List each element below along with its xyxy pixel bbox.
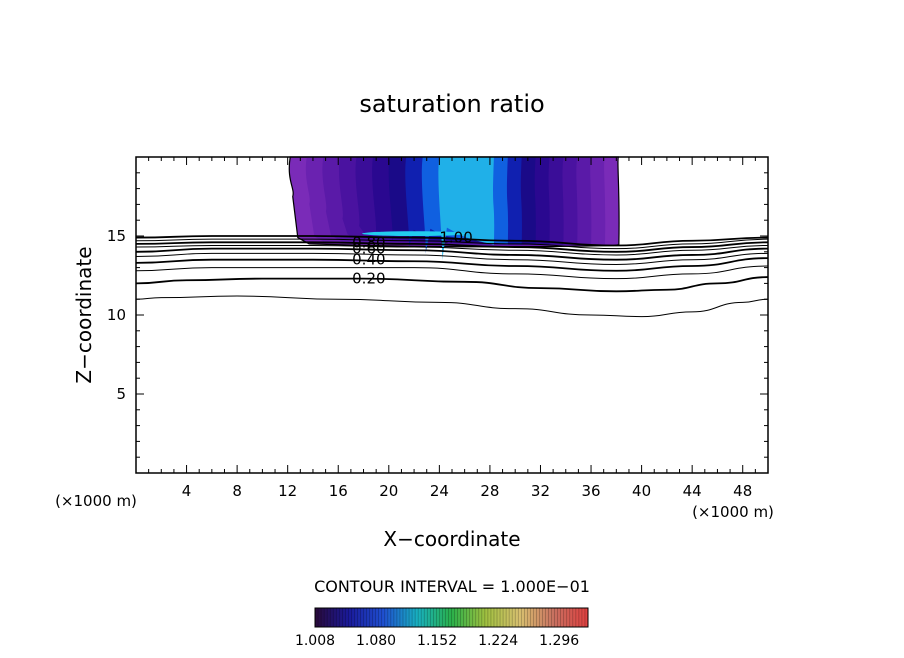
x-tick-label: 32: [531, 482, 550, 500]
x-tick-label: 12: [278, 482, 297, 500]
colorbar-tick-label: 1.152: [417, 633, 457, 649]
contour-line-0.3: [135, 265, 769, 280]
contour-lines: [135, 235, 769, 318]
chart-title: saturation ratio: [359, 90, 544, 118]
y-tick-label: 10: [107, 306, 126, 324]
x-tick-label: 8: [232, 482, 242, 500]
y-tick-label: 5: [116, 385, 126, 403]
x-unit-label: (×1000 m): [692, 503, 774, 521]
contour-label-1.00: 1.00: [439, 229, 472, 247]
colorbar-tick-label: 1.008: [295, 633, 335, 649]
contour-line-0.2: [135, 276, 769, 293]
contour-line-0.8: [135, 241, 769, 253]
x-tick-label: 20: [379, 482, 398, 500]
contour-line-0.1: [135, 295, 769, 318]
contour-label-0.40: 0.40: [352, 251, 385, 269]
colorbar-tick-label: 1.080: [356, 633, 396, 649]
x-tick-label: 28: [480, 482, 499, 500]
colorbar-tick-label: 1.224: [478, 633, 518, 649]
contour-line-1.0: [135, 235, 769, 247]
x-axis-title: X−coordinate: [383, 527, 520, 551]
contour-line-0.5: [135, 252, 769, 265]
x-tick-label: 36: [581, 482, 600, 500]
x-tick-label: 16: [329, 482, 348, 500]
contour-interval-label: CONTOUR INTERVAL = 1.000E−01: [314, 577, 590, 596]
contour-line-0.6: [135, 247, 769, 261]
contour-label-0.80: 0.80: [352, 233, 385, 251]
contour-line-0.9: [135, 238, 769, 250]
x-axis: 4 8 12 16 20 24 28 32 36 40 44 48: [135, 157, 769, 500]
contour-label-0.60: 0.60: [352, 240, 385, 258]
y-axis: 5 10 15: [107, 156, 768, 474]
x-tick-label: 44: [683, 482, 702, 500]
fill-core: [362, 231, 467, 237]
x-tick-label: 48: [733, 482, 752, 500]
contour-line-0.4: [135, 257, 769, 272]
x-tick-label: 4: [182, 482, 192, 500]
y-axis-title: Z−coordinate: [72, 246, 96, 383]
contour-line-0.7: [135, 244, 769, 256]
colorbar-tick-label: 1.296: [539, 633, 579, 649]
contour-labels: 0.200.400.600.80 1.00: [352, 229, 473, 288]
y-unit-label: (×1000 m): [55, 492, 137, 510]
x-tick-label: 40: [632, 482, 651, 500]
contour-label-0.20: 0.20: [352, 270, 385, 288]
colorbar: 1.008 1.080 1.152 1.224 1.296: [295, 607, 589, 649]
fill-band-10: [438, 157, 495, 263]
y-tick-label: 15: [107, 227, 126, 245]
colorbar-rect: [314, 607, 589, 628]
x-tick-label: 24: [430, 482, 449, 500]
supersaturation-fill: [288, 156, 620, 263]
